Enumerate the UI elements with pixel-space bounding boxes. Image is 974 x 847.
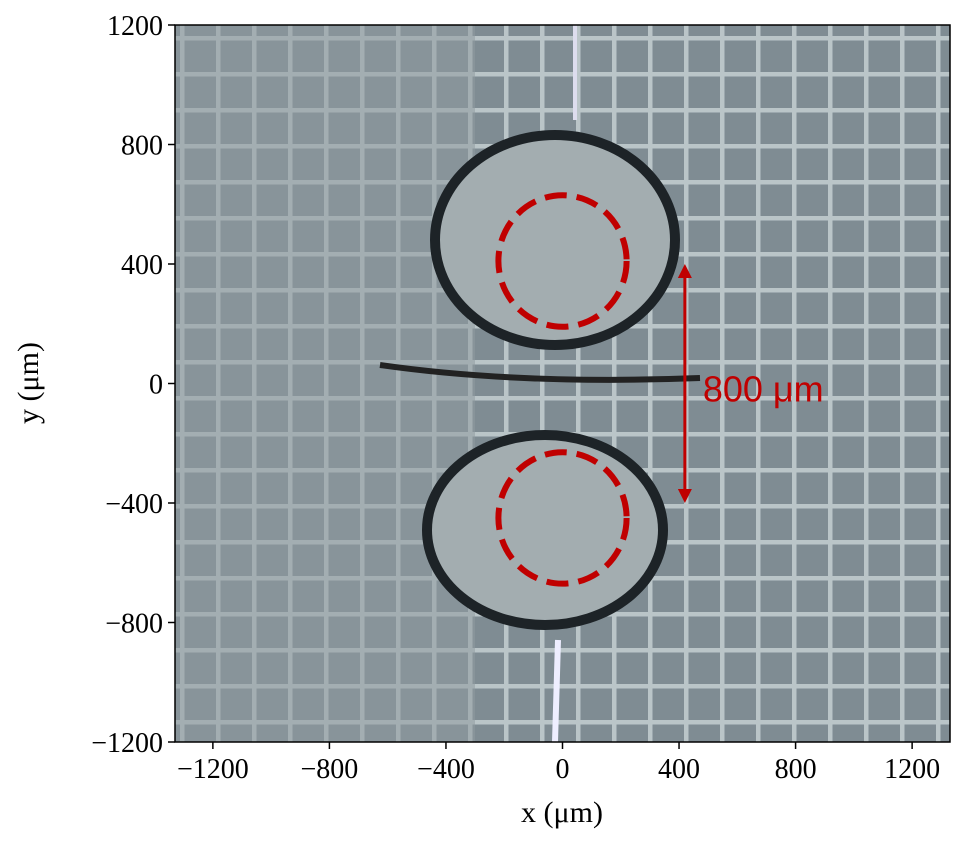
droplet [422, 430, 668, 630]
y-tick-label: −400 [105, 489, 163, 520]
arrow-label: 800 μm [703, 369, 824, 410]
annotation-circle [495, 192, 630, 330]
x-tick-label: −400 [417, 754, 475, 785]
y-tick-label: 800 [121, 131, 163, 162]
y-tick-label: −1200 [91, 728, 163, 759]
y-tick-label: −800 [105, 609, 163, 640]
y-axis-label: y (μm) [12, 342, 45, 424]
image-shade [175, 25, 475, 742]
x-tick-label: 400 [658, 754, 700, 785]
y-tick-label: 400 [121, 250, 163, 281]
image [175, 25, 950, 742]
x-axis-label: x (μm) [521, 796, 603, 829]
y-tick-label: 0 [149, 370, 163, 401]
annotation-circle [495, 449, 630, 587]
needle [552, 639, 561, 742]
x-tick-label: −800 [301, 754, 359, 785]
y-tick-label: 1200 [107, 11, 163, 42]
arrow-head [677, 264, 692, 278]
x-tick-label: 1200 [884, 754, 940, 785]
droplet [430, 130, 680, 350]
x-tick-label: −1200 [177, 754, 249, 785]
arrow-head [677, 489, 692, 503]
wake [379, 362, 701, 383]
x-tick-label: 800 [775, 754, 817, 785]
x-tick-label: 0 [556, 754, 570, 785]
